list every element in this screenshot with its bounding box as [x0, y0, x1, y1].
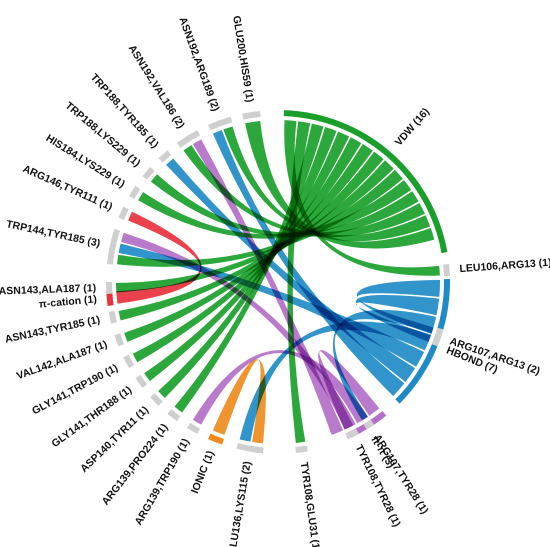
category-arc-pi-cation: [106, 290, 114, 306]
residue-arc: [123, 354, 135, 368]
interaction-ribbon: [355, 294, 440, 342]
interaction-ribbon: [118, 243, 425, 367]
residue-arc: [363, 419, 375, 430]
residue-arc: [176, 130, 201, 148]
residue-arc: [142, 166, 155, 180]
interaction-ribbon: [223, 126, 431, 242]
residue-label: ASN143,TYR185 (1): [4, 314, 101, 346]
residue-arc: [106, 228, 121, 265]
interaction-ribbon: [212, 130, 405, 396]
residue-arc: [236, 443, 264, 454]
interaction-ribbon: [158, 127, 337, 398]
category-arc-ionic: [208, 433, 224, 445]
interaction-ribbon: [116, 211, 202, 304]
residue-arc: [118, 206, 129, 220]
residue-arc: [167, 409, 181, 422]
residue-label: TYR108,GLU31 (1): [298, 461, 323, 547]
residue-label: GLU200,HIS59 (1): [230, 15, 256, 103]
interaction-ribbon: [356, 280, 440, 334]
residue-label: ASN192,ARG189 (2): [176, 16, 221, 113]
interaction-ribbon: [138, 180, 412, 239]
residue-label: LEU106,ARG13 (1): [459, 257, 550, 275]
interaction-ribbon: [245, 120, 435, 249]
ribbon-layer: [116, 120, 440, 444]
residue-arc: [295, 445, 308, 454]
residue-label: GLU136,LYS115 (2): [226, 460, 253, 547]
residue-arc: [108, 310, 117, 324]
residue-arc: [135, 374, 148, 388]
residue-arc: [150, 393, 163, 406]
interaction-ribbon: [192, 350, 368, 425]
interaction-ribbon: [144, 131, 350, 382]
residue-arc: [106, 282, 113, 294]
residue-label: ASN143,ALA187 (1): [0, 282, 96, 297]
residue-arc: [208, 116, 233, 131]
residue-arc: [129, 185, 141, 199]
residue-arc: [158, 150, 172, 163]
residue-label: TRP144,TYR185 (3): [5, 218, 101, 250]
label-layer: VDW (16)HBOND (7)π-π (3)IONIC (1)π-catio…: [0, 15, 550, 547]
residue-arc: [443, 264, 450, 277]
residue-arc: [431, 327, 444, 347]
residue-arc: [345, 428, 359, 440]
category-label-pi-cation: π-cation (1): [38, 293, 97, 311]
category-label-ionic: IONIC (1): [189, 449, 217, 495]
interaction-ribbon: [166, 158, 416, 383]
residue-arc: [114, 333, 125, 347]
interaction-ribbon: [212, 359, 266, 444]
residue-arc: [242, 110, 261, 120]
interaction-ribbon: [192, 139, 344, 435]
arc-layer: [106, 110, 451, 454]
category-label-vdw: VDW (16): [393, 106, 432, 149]
category-arc-vdw: [283, 110, 448, 254]
residue-arc: [186, 422, 201, 434]
interaction-ribbon: [174, 123, 324, 413]
